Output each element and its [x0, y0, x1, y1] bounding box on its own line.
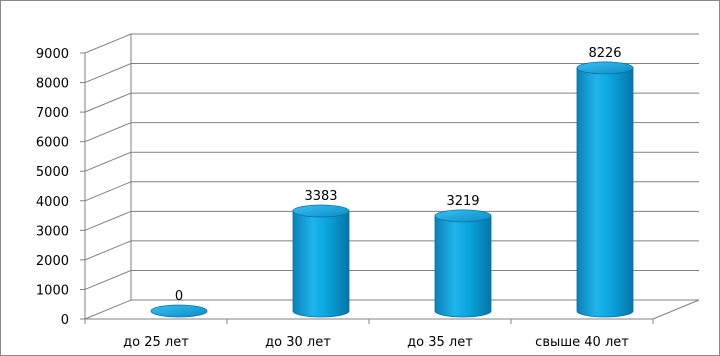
- x-category-label: свыше 40 лет: [535, 335, 629, 350]
- gridline-side: [84, 151, 132, 172]
- y-tick-label: 4000: [36, 195, 69, 210]
- gridline-side: [84, 33, 132, 54]
- bar: [292, 204, 350, 318]
- gridline-side: [84, 269, 132, 290]
- bar-top: [434, 209, 492, 223]
- gridline-side: [84, 122, 132, 143]
- bar: [576, 61, 634, 318]
- data-label: 3383: [304, 189, 337, 204]
- data-label: 3219: [446, 194, 479, 209]
- gridline-side: [84, 299, 132, 320]
- gridline-side: [84, 240, 132, 261]
- x-axis-categories: до 25 лет до 30 лет до 35 лет свыше 40 лет: [123, 335, 629, 350]
- gridline-side: [84, 92, 132, 113]
- gridline-side: [84, 181, 132, 202]
- gridline-side: [84, 63, 132, 84]
- y-tick-label: 1000: [36, 283, 69, 298]
- gridline-side: [84, 210, 132, 231]
- bars: [150, 61, 634, 318]
- y-tick-label: 2000: [36, 254, 69, 269]
- bar-body: [292, 210, 350, 318]
- axes: [84, 53, 700, 324]
- y-tick-label: 5000: [36, 165, 69, 180]
- data-label: 0: [175, 289, 183, 304]
- bar-body: [434, 215, 492, 318]
- bar-top: [292, 204, 350, 218]
- data-labels: 0 3383 3219 8226: [175, 46, 622, 304]
- bar: [150, 304, 208, 318]
- bar-top: [576, 61, 634, 75]
- floor-right-edge: [652, 299, 700, 320]
- y-tick-label: 3000: [36, 224, 69, 239]
- y-tick-label: 0: [61, 313, 69, 328]
- data-label: 8226: [588, 46, 621, 61]
- y-tick-label: 7000: [36, 106, 69, 121]
- bar-body: [576, 67, 634, 318]
- x-category-label: до 25 лет: [123, 335, 189, 350]
- bar-top: [150, 304, 208, 318]
- y-axis-ticks: 0 1000 2000 3000 4000 5000 6000 7000 8000 9000: [36, 47, 85, 328]
- bar: [434, 209, 492, 318]
- x-category-label: до 35 лет: [407, 335, 473, 350]
- y-tick-label: 9000: [36, 47, 69, 62]
- y-tick-label: 6000: [36, 136, 69, 151]
- y-tick-label: 8000: [36, 77, 69, 92]
- x-category-label: до 30 лет: [265, 335, 331, 350]
